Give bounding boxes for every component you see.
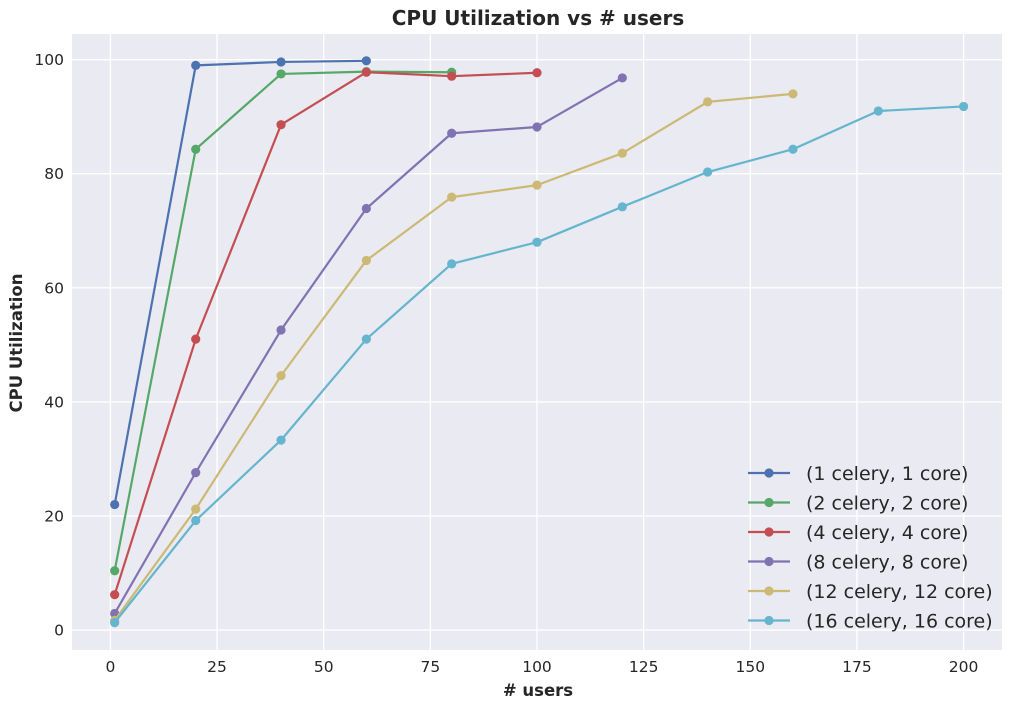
y-tick-label: 40 <box>44 393 64 411</box>
data-point <box>361 255 371 266</box>
data-point <box>276 69 286 79</box>
x-axis-ticks: 0 25 50 75 100 125 150 175 200 <box>105 658 978 676</box>
data-point <box>447 259 457 269</box>
y-tick-label: 60 <box>44 279 64 297</box>
data-point <box>361 203 371 214</box>
data-point <box>532 122 542 132</box>
x-tick-label: 50 <box>314 658 334 676</box>
data-point <box>361 56 371 66</box>
data-point <box>191 334 201 344</box>
legend-entry: (8 celery, 8 core) <box>748 552 968 574</box>
x-tick-label: 75 <box>420 658 440 676</box>
data-point <box>447 71 457 81</box>
legend-label: (12 celery, 12 core) <box>806 581 993 603</box>
data-point <box>276 325 286 335</box>
series-line <box>113 59 367 505</box>
x-tick-label: 0 <box>105 658 115 676</box>
legend-label: (16 celery, 16 core) <box>806 611 993 633</box>
data-point <box>532 180 542 190</box>
y-axis-label: CPU Utilization <box>7 274 26 413</box>
y-tick-label: 20 <box>44 507 64 525</box>
legend-entry: (1 celery, 1 core) <box>748 463 968 485</box>
series-4 <box>110 73 627 619</box>
data-point <box>110 590 120 600</box>
data-point <box>191 60 201 70</box>
data-point <box>191 144 201 154</box>
legend-marker <box>764 527 774 537</box>
x-tick-label: 125 <box>629 658 659 676</box>
gridlines <box>72 34 1002 650</box>
legend: (1 celery, 1 core) (2 celery, 2 core) (4 c… <box>748 463 993 633</box>
data-point <box>447 128 457 138</box>
legend-entry: (2 celery, 2 core) <box>748 493 968 515</box>
data-point <box>617 202 627 212</box>
legend-marker <box>764 615 774 626</box>
data-point <box>703 97 713 107</box>
x-tick-label: 25 <box>207 658 227 676</box>
legend-entry: (4 celery, 4 core) <box>748 522 968 544</box>
data-point <box>110 566 120 576</box>
data-point <box>191 504 201 514</box>
y-tick-label: 80 <box>44 165 64 183</box>
chart-title: CPU Utilization vs # users <box>392 6 685 30</box>
data-point <box>276 371 286 381</box>
x-axis-label: # users <box>503 681 573 700</box>
data-point <box>276 435 286 445</box>
x-tick-label: 150 <box>736 658 766 676</box>
series-1 <box>110 56 371 510</box>
data-point <box>873 106 883 116</box>
data-point <box>361 67 371 77</box>
legend-entry: (16 celery, 16 core) <box>748 611 993 633</box>
data-point <box>959 101 969 112</box>
y-axis-ticks: 0 20 40 60 80 100 <box>34 51 64 639</box>
legend-marker <box>764 468 774 478</box>
series-line <box>113 71 538 596</box>
y-tick-label: 0 <box>54 622 64 640</box>
series-3 <box>110 67 542 600</box>
legend-entry: (12 celery, 12 core) <box>748 581 993 603</box>
data-point <box>617 148 627 158</box>
series-layer <box>110 56 969 628</box>
legend-marker <box>764 497 774 508</box>
data-point <box>276 120 286 130</box>
data-point <box>617 73 627 83</box>
data-point <box>191 515 201 526</box>
data-point <box>276 57 286 67</box>
x-tick-label: 200 <box>949 658 979 676</box>
legend-label: (8 celery, 8 core) <box>806 552 968 574</box>
data-point <box>788 89 798 99</box>
data-point <box>110 499 120 510</box>
data-point <box>532 68 542 78</box>
data-point <box>191 468 201 478</box>
series-6 <box>110 101 969 628</box>
data-point <box>788 144 798 154</box>
legend-marker <box>764 586 774 596</box>
legend-label: (4 celery, 4 core) <box>806 522 968 544</box>
data-point <box>447 192 457 202</box>
y-tick-label: 100 <box>34 51 64 69</box>
legend-label: (2 celery, 2 core) <box>806 493 968 515</box>
x-tick-label: 100 <box>522 658 552 676</box>
data-point <box>361 334 371 344</box>
data-point <box>110 618 120 628</box>
data-point <box>703 167 713 177</box>
data-point <box>532 237 542 247</box>
x-tick-label: 175 <box>842 658 872 676</box>
legend-marker <box>764 556 774 567</box>
legend-label: (1 celery, 1 core) <box>806 463 968 485</box>
